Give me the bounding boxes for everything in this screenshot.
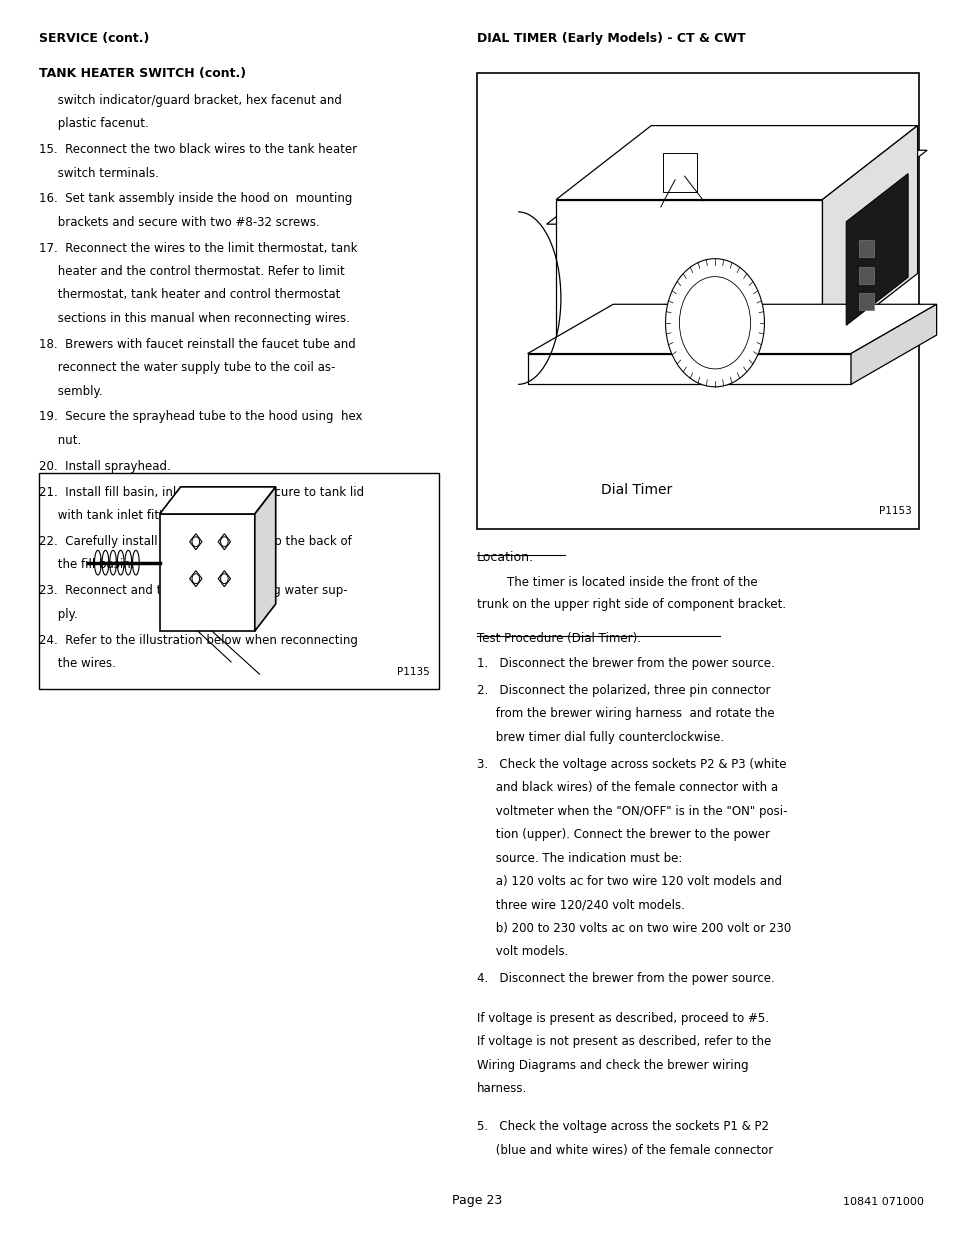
Text: ply.: ply. bbox=[39, 608, 78, 621]
Text: sembly.: sembly. bbox=[39, 384, 103, 398]
Circle shape bbox=[220, 574, 228, 584]
Text: 19.  Secure the sprayhead tube to the hood using  hex: 19. Secure the sprayhead tube to the hoo… bbox=[39, 410, 362, 424]
Polygon shape bbox=[821, 126, 917, 347]
Text: 16.  Set tank assembly inside the hood on  mounting: 16. Set tank assembly inside the hood on… bbox=[39, 193, 353, 205]
Circle shape bbox=[665, 258, 763, 387]
Text: Wiring Diagrams and check the brewer wiring: Wiring Diagrams and check the brewer wir… bbox=[476, 1058, 748, 1072]
Text: from the brewer wiring harness  and rotate the: from the brewer wiring harness and rotat… bbox=[476, 708, 774, 720]
Polygon shape bbox=[254, 487, 275, 631]
Text: brackets and secure with two #8-32 screws.: brackets and secure with two #8-32 screw… bbox=[39, 216, 320, 228]
Text: Dial Timer: Dial Timer bbox=[600, 483, 672, 496]
FancyBboxPatch shape bbox=[39, 473, 438, 689]
Bar bbox=[858, 293, 873, 310]
Text: plastic facenut.: plastic facenut. bbox=[39, 117, 149, 130]
Bar bbox=[858, 267, 873, 284]
Text: three wire 120/240 volt models.: three wire 120/240 volt models. bbox=[476, 898, 684, 911]
Polygon shape bbox=[556, 157, 917, 219]
Text: Test Procedure (Dial Timer).: Test Procedure (Dial Timer). bbox=[476, 632, 640, 645]
Text: 3.   Check the voltage across sockets P2 & P3 (white: 3. Check the voltage across sockets P2 &… bbox=[476, 758, 785, 771]
Text: Location:: Location: bbox=[476, 551, 534, 564]
Text: nut.: nut. bbox=[39, 433, 82, 447]
Text: TANK HEATER SWITCH (cont.): TANK HEATER SWITCH (cont.) bbox=[39, 67, 246, 80]
Text: heater and the control thermostat. Refer to limit: heater and the control thermostat. Refer… bbox=[39, 266, 345, 278]
Polygon shape bbox=[527, 304, 936, 353]
FancyBboxPatch shape bbox=[476, 73, 919, 529]
Text: 17.  Reconnect the wires to the limit thermostat, tank: 17. Reconnect the wires to the limit the… bbox=[39, 242, 357, 254]
Polygon shape bbox=[546, 151, 926, 225]
Circle shape bbox=[220, 537, 228, 547]
Text: 5.   Check the voltage across the sockets P1 & P2: 5. Check the voltage across the sockets … bbox=[476, 1120, 768, 1134]
Text: P1153: P1153 bbox=[878, 506, 911, 516]
Text: The timer is located inside the front of the: The timer is located inside the front of… bbox=[476, 576, 757, 589]
Text: tion (upper). Connect the brewer to the power: tion (upper). Connect the brewer to the … bbox=[476, 829, 769, 841]
Polygon shape bbox=[190, 534, 202, 550]
Text: the wires.: the wires. bbox=[39, 657, 116, 669]
Text: reconnect the water supply tube to the coil as-: reconnect the water supply tube to the c… bbox=[39, 361, 335, 374]
Text: 20.  Install sprayhead.: 20. Install sprayhead. bbox=[39, 459, 171, 473]
Text: 22.  Carefully install  water  fill  tube into the back of: 22. Carefully install water fill tube in… bbox=[39, 535, 352, 548]
Text: thermostat, tank heater and control thermostat: thermostat, tank heater and control ther… bbox=[39, 289, 340, 301]
Text: the fill basin.: the fill basin. bbox=[39, 558, 134, 572]
Text: (blue and white wires) of the female connector: (blue and white wires) of the female con… bbox=[476, 1144, 773, 1157]
Text: source. The indication must be:: source. The indication must be: bbox=[476, 852, 681, 864]
Polygon shape bbox=[218, 571, 231, 587]
Text: switch indicator/guard bracket, hex facenut and: switch indicator/guard bracket, hex face… bbox=[39, 94, 342, 106]
Polygon shape bbox=[159, 514, 254, 631]
Polygon shape bbox=[556, 126, 917, 200]
Circle shape bbox=[192, 574, 199, 584]
Text: Page 23: Page 23 bbox=[452, 1193, 501, 1207]
Text: 23.  Reconnect and turn on the incoming water sup-: 23. Reconnect and turn on the incoming w… bbox=[39, 584, 348, 598]
Text: If voltage is present as described, proceed to #5.: If voltage is present as described, proc… bbox=[476, 1011, 768, 1025]
Text: DIAL TIMER (Early Models) - CT & CWT: DIAL TIMER (Early Models) - CT & CWT bbox=[476, 32, 745, 46]
Text: volt models.: volt models. bbox=[476, 945, 568, 958]
Text: P1135: P1135 bbox=[396, 667, 429, 677]
Text: 10841 071000: 10841 071000 bbox=[842, 1197, 923, 1207]
Circle shape bbox=[679, 277, 750, 369]
Text: 18.  Brewers with faucet reinstall the faucet tube and: 18. Brewers with faucet reinstall the fa… bbox=[39, 338, 355, 351]
Text: 24.  Refer to the illustration below when reconnecting: 24. Refer to the illustration below when… bbox=[39, 634, 358, 646]
Polygon shape bbox=[159, 487, 275, 514]
Text: If voltage is not present as described, refer to the: If voltage is not present as described, … bbox=[476, 1035, 770, 1049]
Polygon shape bbox=[845, 174, 907, 325]
Text: harness.: harness. bbox=[476, 1082, 527, 1095]
Bar bbox=[858, 240, 873, 257]
Text: b) 200 to 230 volts ac on two wire 200 volt or 230: b) 200 to 230 volts ac on two wire 200 v… bbox=[476, 921, 790, 935]
Polygon shape bbox=[850, 304, 936, 384]
Polygon shape bbox=[527, 353, 850, 384]
Text: sections in this manual when reconnecting wires.: sections in this manual when reconnectin… bbox=[39, 312, 350, 325]
Text: 2.   Disconnect the polarized, three pin connector: 2. Disconnect the polarized, three pin c… bbox=[476, 684, 770, 697]
Text: trunk on the upper right side of component bracket.: trunk on the upper right side of compone… bbox=[476, 598, 785, 611]
Polygon shape bbox=[190, 571, 202, 587]
Text: SERVICE (cont.): SERVICE (cont.) bbox=[39, 32, 150, 46]
Text: a) 120 volts ac for two wire 120 volt models and: a) 120 volts ac for two wire 120 volt mo… bbox=[476, 876, 781, 888]
Text: with tank inlet fitting.: with tank inlet fitting. bbox=[39, 509, 186, 522]
Text: 21.  Install fill basin, inlet gasket and secure to tank lid: 21. Install fill basin, inlet gasket and… bbox=[39, 485, 364, 499]
Text: brew timer dial fully counterclockwise.: brew timer dial fully counterclockwise. bbox=[476, 731, 723, 743]
Text: 4.   Disconnect the brewer from the power source.: 4. Disconnect the brewer from the power … bbox=[476, 972, 774, 986]
Circle shape bbox=[192, 537, 199, 547]
Polygon shape bbox=[556, 200, 821, 347]
Polygon shape bbox=[218, 534, 231, 550]
Text: switch terminals.: switch terminals. bbox=[39, 167, 159, 179]
Text: 15.  Reconnect the two black wires to the tank heater: 15. Reconnect the two black wires to the… bbox=[39, 143, 357, 156]
Text: voltmeter when the "ON/OFF" is in the "ON" posi-: voltmeter when the "ON/OFF" is in the "O… bbox=[476, 805, 786, 818]
Text: and black wires) of the female connector with a: and black wires) of the female connector… bbox=[476, 782, 778, 794]
Text: 1.   Disconnect the brewer from the power source.: 1. Disconnect the brewer from the power … bbox=[476, 657, 774, 669]
Bar bbox=[662, 153, 697, 193]
